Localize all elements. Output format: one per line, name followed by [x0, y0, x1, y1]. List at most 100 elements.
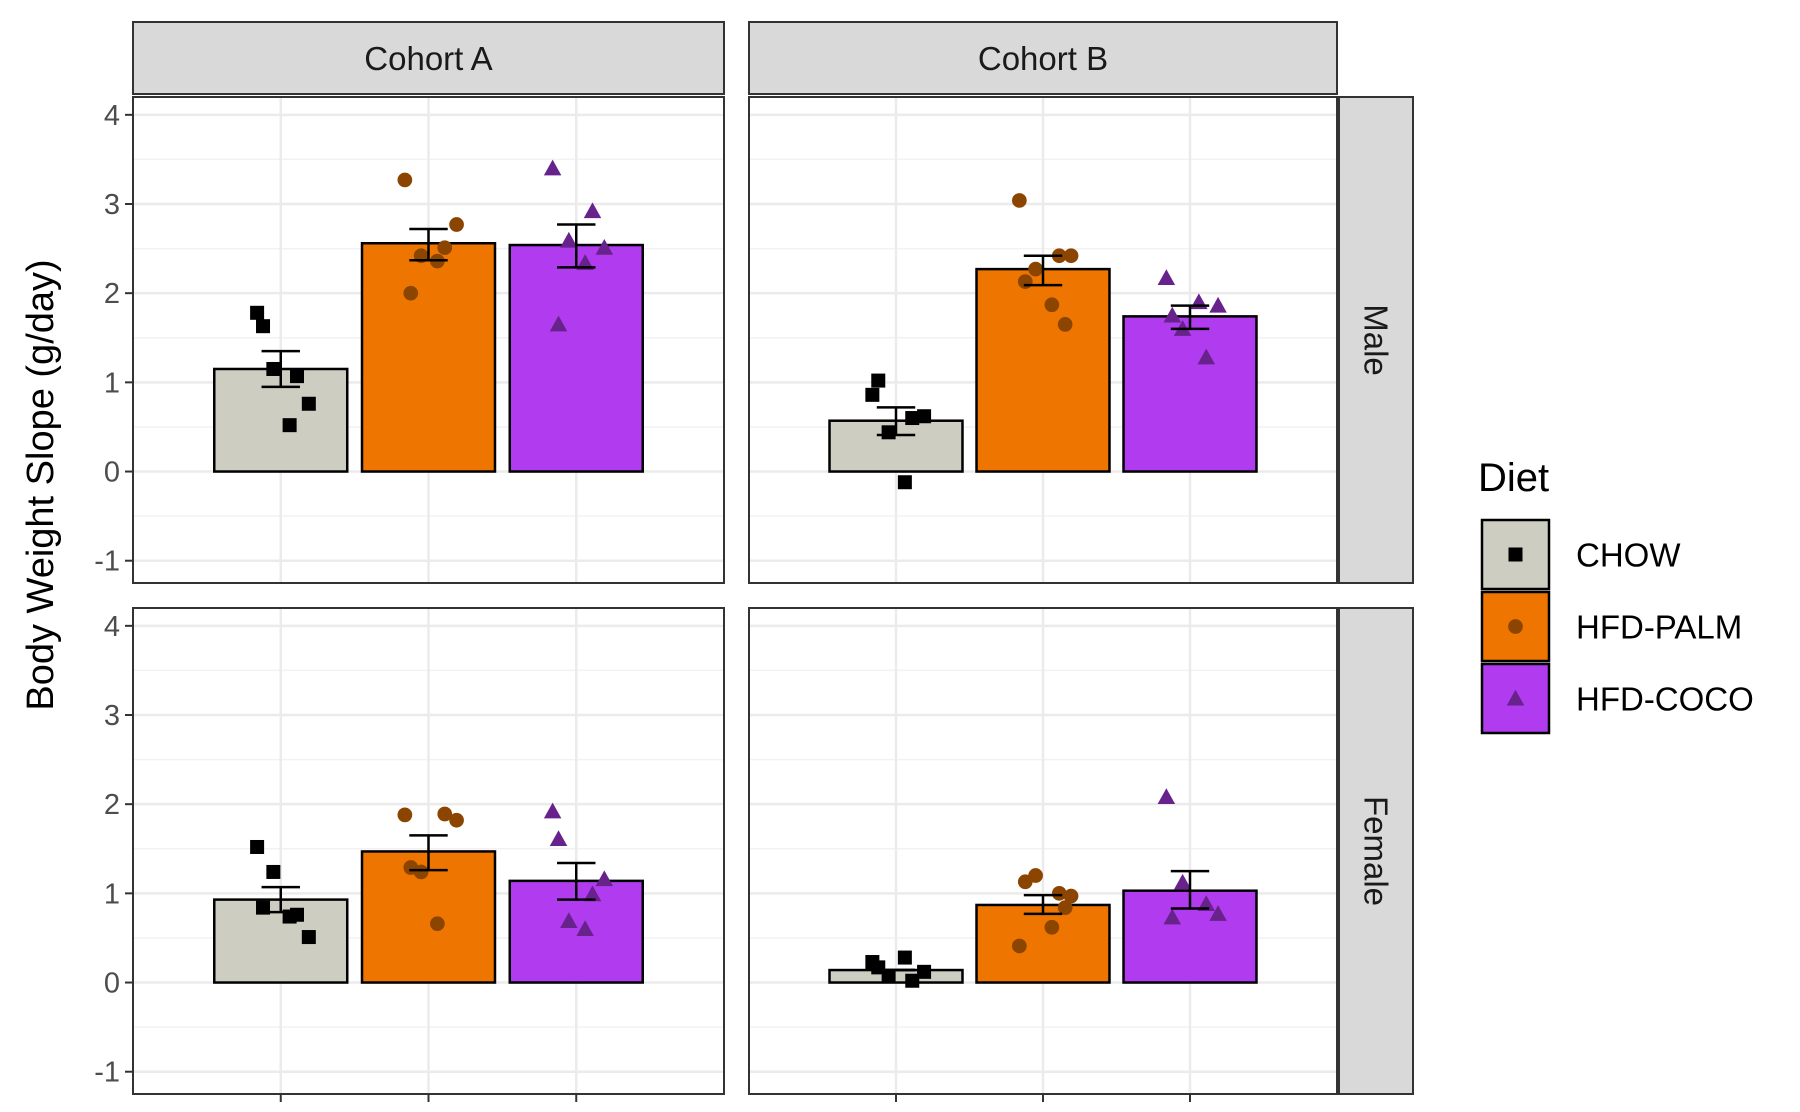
data-point-hfd-coco: [1163, 306, 1182, 323]
legend-symbol-hfd-coco: [1506, 689, 1525, 706]
facet-label-cohort-b: Cohort B: [978, 40, 1108, 77]
y-tick-label: 3: [104, 189, 120, 221]
data-point-hfd-palm: [1057, 317, 1073, 332]
bar-hfd-coco-cohort-b-male: [1122, 315, 1258, 473]
data-point-hfd-palm: [397, 807, 413, 823]
data-point-chow: [871, 960, 886, 975]
data-point-hfd-coco: [1157, 788, 1176, 805]
y-axis-title: Body Weight Slope (g/day): [20, 259, 62, 710]
data-point-hfd-coco: [576, 920, 594, 937]
bar-hfd-palm-cohort-b-male: [975, 267, 1111, 473]
data-point-hfd-palm: [449, 812, 464, 828]
y-tick-label: -1: [94, 1057, 120, 1089]
bar-chow-cohort-a-female: [213, 898, 349, 984]
data-point-hfd-palm: [437, 806, 453, 822]
legend-label-hfd-coco: HFD-COCO: [1576, 681, 1754, 718]
facet-label-cohort-a: Cohort A: [364, 40, 492, 77]
data-point-chow: [917, 409, 932, 424]
data-point-chow: [881, 425, 896, 440]
data-point-chow: [250, 305, 265, 320]
data-point-hfd-palm: [403, 285, 419, 301]
data-point-hfd-palm: [1017, 874, 1033, 890]
y-tick-label: 2: [104, 789, 120, 821]
data-point-hfd-palm: [1051, 886, 1067, 901]
bar-hfd-palm-cohort-a-male: [360, 241, 497, 473]
data-point-chow: [301, 396, 316, 411]
data-point-chow: [897, 475, 912, 490]
data-point-hfd-palm: [1012, 938, 1027, 954]
data-point-hfd-coco: [543, 802, 562, 819]
legend-label-hfd-palm: HFD-PALM: [1576, 609, 1742, 646]
data-point-hfd-coco: [543, 159, 562, 176]
bar-hfd-coco-cohort-a-male: [508, 243, 644, 473]
data-point-hfd-palm: [437, 240, 453, 256]
facet-strip-cohort-a: [132, 21, 725, 95]
y-tick-label: 1: [104, 878, 120, 910]
data-point-hfd-coco: [1209, 296, 1227, 313]
legend-title: Diet: [1478, 456, 1549, 500]
data-point-chow: [905, 973, 920, 988]
data-point-hfd-palm: [397, 172, 413, 188]
panel-border-cohort-b-male: [748, 96, 1338, 584]
bar-hfd-coco-cohort-a-female: [508, 879, 644, 984]
data-point-hfd-palm: [403, 860, 419, 875]
data-point-hfd-coco: [549, 830, 568, 846]
data-point-hfd-palm: [1057, 900, 1073, 915]
y-tick-label: 1: [104, 367, 120, 399]
y-tick-label: -1: [94, 546, 120, 578]
data-point-hfd-palm: [1044, 919, 1060, 935]
y-tick-label: 2: [104, 278, 120, 310]
data-point-hfd-coco: [1157, 269, 1176, 286]
y-tick-label: 4: [104, 611, 120, 643]
data-point-hfd-coco: [1197, 895, 1216, 912]
facet-strip-female: [1338, 607, 1414, 1095]
facet-strip-cohort-b: [748, 21, 1338, 95]
y-tick-label: 4: [104, 100, 120, 132]
facet-label-female: Female: [1358, 796, 1395, 906]
data-point-chow: [865, 387, 880, 402]
data-point-chow: [290, 369, 305, 384]
data-point-chow: [301, 930, 316, 945]
data-point-hfd-coco: [560, 231, 578, 248]
legend-symbol-chow: [1508, 547, 1523, 562]
facet-label-male: Male: [1358, 304, 1395, 376]
data-point-hfd-palm: [1063, 888, 1079, 904]
y-tick-label: 3: [104, 700, 120, 732]
legend-label-chow: CHOW: [1576, 537, 1681, 574]
data-point-hfd-coco: [1197, 348, 1216, 365]
legend-symbol-hfd-palm: [1508, 619, 1523, 634]
data-point-hfd-coco: [1209, 905, 1227, 921]
data-point-hfd-palm: [1044, 297, 1060, 313]
data-point-hfd-coco: [1173, 873, 1192, 890]
panel-border-cohort-a-male: [132, 96, 725, 584]
data-point-hfd-coco: [595, 870, 614, 887]
y-tick-label: 0: [104, 968, 120, 1000]
data-point-chow: [250, 839, 265, 854]
data-point-chow: [897, 950, 912, 965]
data-point-hfd-coco: [1163, 908, 1182, 925]
data-point-hfd-palm: [430, 916, 445, 932]
data-point-chow: [905, 411, 920, 426]
data-point-chow: [266, 864, 281, 879]
data-point-hfd-palm: [1063, 248, 1079, 264]
data-point-chow: [266, 361, 281, 376]
data-point-chow: [282, 418, 297, 433]
data-point-hfd-palm: [1028, 261, 1043, 277]
facet-strip-male: [1338, 96, 1414, 584]
data-point-chow: [256, 319, 271, 334]
bar-hfd-palm-cohort-b-female: [975, 903, 1111, 984]
data-point-hfd-palm: [1017, 274, 1033, 289]
data-point-hfd-palm: [1012, 193, 1027, 208]
y-tick-label: 0: [104, 457, 120, 489]
data-point-hfd-coco: [595, 238, 614, 255]
data-point-hfd-palm: [449, 217, 464, 232]
data-point-hfd-coco: [583, 885, 602, 902]
data-point-hfd-coco: [583, 202, 602, 219]
data-point-hfd-coco: [549, 315, 568, 332]
data-point-chow: [917, 964, 932, 979]
data-point-hfd-coco: [576, 254, 594, 270]
data-point-hfd-coco: [560, 912, 578, 929]
bar-chow-cohort-b-female: [828, 968, 964, 984]
data-point-chow: [871, 373, 886, 388]
